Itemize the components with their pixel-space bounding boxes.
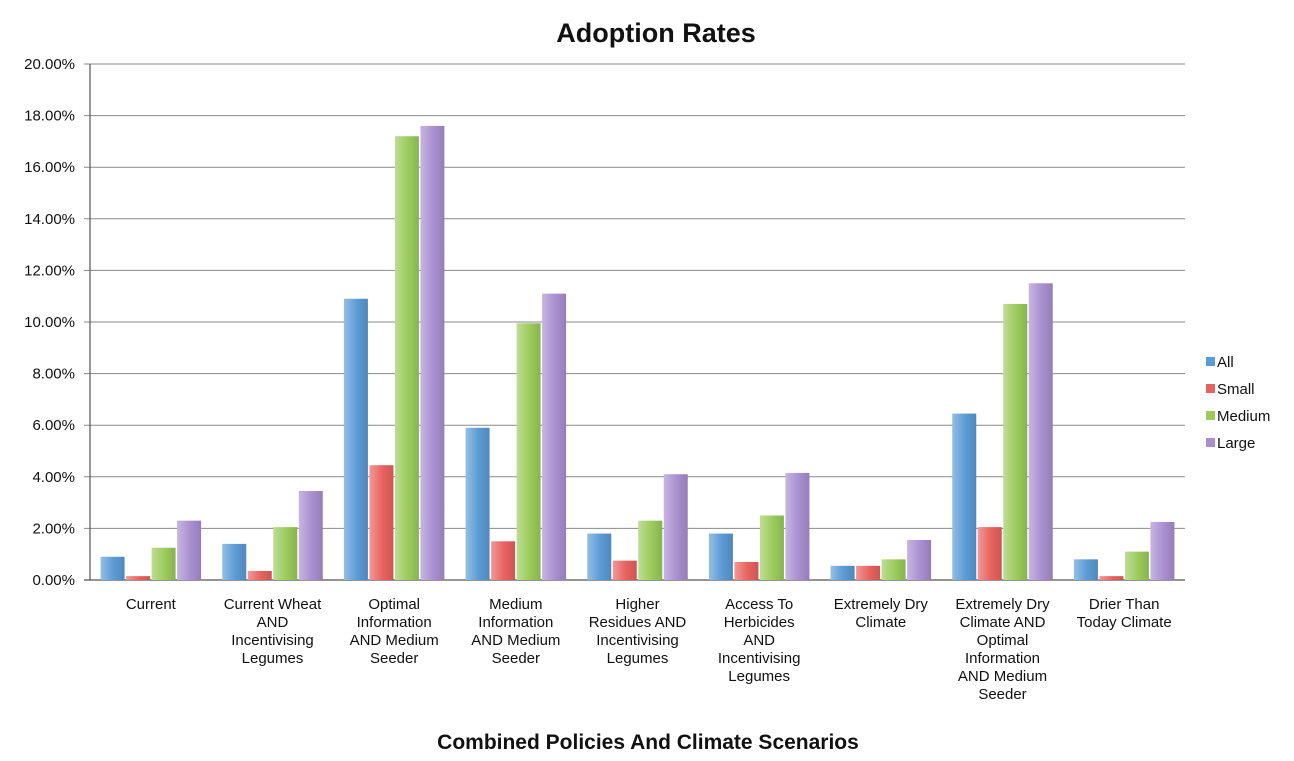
y-tick-label: 4.00% (32, 469, 75, 486)
bar-small (1099, 576, 1124, 580)
bar-all (708, 533, 733, 580)
bar-large (298, 490, 323, 580)
x-tick-label: Access To Herbicides AND Incentivising Legum… (718, 596, 801, 685)
bar-large (785, 472, 810, 580)
bar-medium (516, 323, 541, 580)
bar-large (542, 293, 567, 580)
y-tick-label: 18.00% (24, 108, 75, 125)
chart-title: Adoption Rates (556, 18, 756, 48)
bar-all (1073, 559, 1098, 580)
x-axis-labels: Current Current Wheat AND Incentivising Legu… (126, 596, 1172, 703)
y-tick-label: 16.00% (24, 159, 75, 176)
y-tick-label: 2.00% (32, 520, 75, 537)
bar-large (907, 540, 932, 580)
bar-all (343, 298, 368, 580)
bar-small (734, 561, 759, 580)
bar-small (856, 565, 881, 580)
bar-small (977, 527, 1002, 580)
bar-all (952, 413, 977, 580)
y-tick-label: 12.00% (24, 262, 75, 279)
bars (100, 125, 1175, 581)
bar-all (830, 565, 855, 580)
legend-swatch-medium (1206, 411, 1215, 420)
legend-swatch-small (1206, 384, 1215, 393)
bar-large (663, 474, 688, 580)
y-tick-label: 0.00% (32, 572, 75, 589)
x-tick-label: Optimal Information AND Medium Seeder (350, 596, 439, 667)
x-tick-label: Extremely Dry Climate AND Optimal Informati… (955, 596, 1050, 703)
bar-medium (1003, 303, 1028, 580)
y-tick-label: 6.00% (32, 417, 75, 434)
bar-small (612, 560, 637, 580)
bar-all (222, 543, 247, 580)
legend-label-small: Small (1217, 381, 1255, 398)
y-tick-label: 8.00% (32, 366, 75, 383)
legend-swatch-large (1206, 438, 1215, 447)
bar-medium (273, 527, 298, 580)
bar-large (1150, 521, 1175, 580)
x-tick-label: Extremely Dry Climate (834, 596, 929, 631)
x-tick-label: Higher Residues AND Incentivising Legumes (589, 596, 687, 667)
y-tick-label: 10.00% (24, 314, 75, 331)
bar-large (1028, 283, 1053, 580)
y-tick-label: 14.00% (24, 211, 75, 228)
bar-small (369, 465, 394, 580)
bar-small (126, 576, 151, 580)
x-tick-label: Current Wheat AND Incentivising Legumes (224, 596, 322, 667)
legend: All Small Medium Large (1206, 354, 1270, 452)
legend-label-all: All (1217, 354, 1234, 371)
bar-large (420, 125, 445, 581)
x-tick-label: Drier Than Today Climate (1077, 596, 1172, 631)
bar-medium (394, 136, 419, 581)
bar-medium (881, 559, 906, 580)
x-tick-label: Current (126, 596, 177, 613)
gridlines (84, 63, 1185, 581)
bar-small (247, 570, 272, 580)
y-axis-ticks: 0.00% 2.00% 4.00% 6.00% 8.00% 10.00% 12.00% 14.… (24, 56, 75, 589)
bar-all (587, 533, 612, 580)
bar-small (491, 541, 516, 580)
bar-medium (638, 520, 663, 580)
legend-swatch-all (1206, 357, 1215, 366)
bar-medium (151, 547, 176, 580)
legend-label-medium: Medium (1217, 408, 1270, 425)
bar-large (177, 520, 202, 580)
x-axis-title: Combined Policies And Climate Scenarios (437, 731, 859, 754)
bar-all (465, 427, 490, 580)
x-tick-label: Medium Information AND Medium Seeder (471, 596, 560, 667)
bar-medium (1124, 551, 1149, 580)
bar-medium (759, 515, 784, 580)
legend-label-large: Large (1217, 435, 1255, 452)
y-tick-label: 20.00% (24, 56, 75, 73)
bar-all (100, 556, 125, 580)
